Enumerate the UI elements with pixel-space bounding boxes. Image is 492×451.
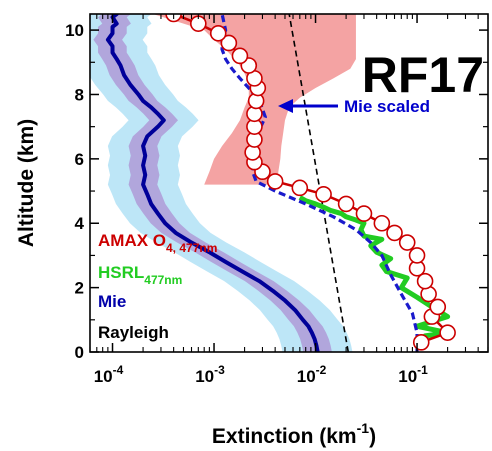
legend-entry: HSRL477nm <box>98 263 182 287</box>
y-tick-label: 2 <box>75 279 84 298</box>
amax-point <box>266 173 284 190</box>
amax-point <box>337 195 355 213</box>
mie-outer-band <box>90 14 353 352</box>
amax-point <box>386 224 403 242</box>
y-tick-label: 10 <box>65 21 84 40</box>
x-tick-label: 10-3 <box>195 363 225 386</box>
legend-entry: Rayleigh <box>98 323 169 342</box>
amax-point <box>398 234 416 251</box>
y-tick-label: 8 <box>75 85 84 104</box>
annotation-arrow-head <box>278 99 293 113</box>
amax-point <box>209 25 227 42</box>
x-tick-label: 10-4 <box>94 363 124 386</box>
chart-title: RF17 <box>362 47 484 103</box>
labels: 0 2 4 6 8 10 10-4 10-3 10-2 10-1 Extinction (km-1)… <box>15 21 484 448</box>
x-axis-label: Extinction (km-1) <box>212 420 376 448</box>
plot-area <box>90 14 456 352</box>
amax-point <box>231 47 249 65</box>
legend-entry: AMAX O4, 477nm <box>98 231 217 255</box>
mie-inner-band <box>93 14 332 352</box>
y-axis-label: Altitude (km) <box>15 119 38 247</box>
plot-frame <box>89 13 489 353</box>
amax-point <box>291 179 309 197</box>
amax-point <box>429 298 447 316</box>
amax-point <box>416 272 434 290</box>
mie-line <box>105 14 320 352</box>
amax-point <box>408 247 426 264</box>
y-tick-label: 0 <box>75 343 84 362</box>
amax-point <box>373 214 391 232</box>
y-tick-label: 6 <box>75 150 84 169</box>
annotation-label: Mie scaled <box>344 97 430 116</box>
axes <box>89 13 489 353</box>
amax-point <box>355 205 373 222</box>
y-tick-label: 4 <box>75 214 85 233</box>
rayleigh-line <box>288 14 350 352</box>
amax-point <box>439 324 456 341</box>
amax-point <box>412 334 430 351</box>
x-tick-label: 10-2 <box>297 363 327 386</box>
x-tick-label: 10-1 <box>398 363 428 386</box>
legend-entry: Mie <box>98 292 126 311</box>
amax-point <box>315 185 332 203</box>
amax-point <box>220 34 238 52</box>
